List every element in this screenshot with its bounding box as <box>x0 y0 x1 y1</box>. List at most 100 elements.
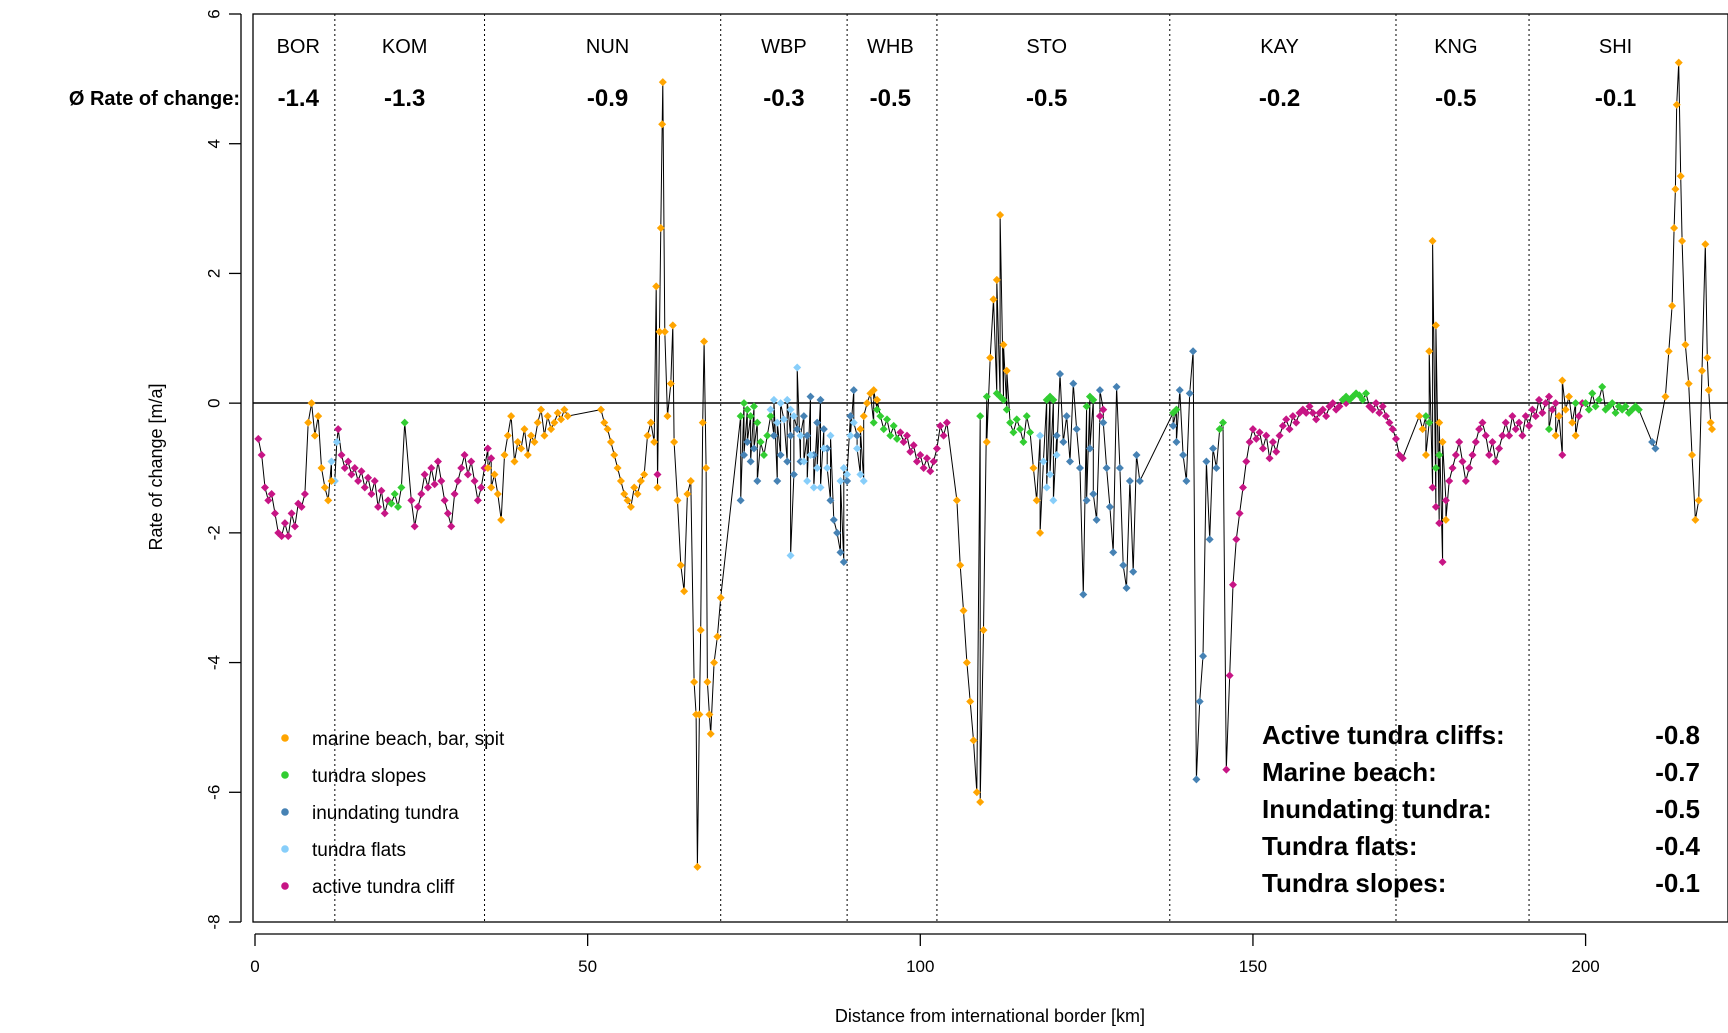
point-active-tundra-cliff <box>267 489 276 498</box>
summary-label: Tundra slopes: <box>1262 868 1446 898</box>
point-marine-beach-bar-spit <box>676 561 685 570</box>
point-marine-beach-bar-spit <box>693 862 702 871</box>
point-tundra-flats <box>1052 451 1061 460</box>
point-inundating-tundra <box>1109 548 1118 557</box>
point-active-tundra-cliff <box>357 467 366 476</box>
point-marine-beach-bar-spit <box>966 697 975 706</box>
point-inundating-tundra <box>1185 389 1194 398</box>
point-tundra-slopes <box>869 418 878 427</box>
point-tundra-flats <box>839 464 848 472</box>
point-marine-beach-bar-spit <box>863 399 872 408</box>
point-inundating-tundra <box>826 496 835 505</box>
point-marine-beach-bar-spit <box>1002 366 1011 375</box>
point-tundra-flats <box>783 395 792 404</box>
point-active-tundra-cliff <box>1278 421 1287 430</box>
point-tundra-flats <box>846 431 855 440</box>
point-inundating-tundra <box>1195 697 1204 706</box>
point-inundating-tundra <box>1079 590 1088 599</box>
point-inundating-tundra <box>813 418 822 427</box>
summary-label: Inundating tundra: <box>1262 794 1492 824</box>
point-tundra-flats <box>853 444 862 453</box>
point-marine-beach-bar-spit <box>972 788 981 797</box>
segment-code-sto: STO <box>1026 36 1067 58</box>
point-marine-beach-bar-spit <box>640 470 649 479</box>
segment-code-bor: BOR <box>277 36 320 58</box>
point-active-tundra-cliff <box>1255 428 1264 437</box>
x-tick-label: 50 <box>578 957 597 976</box>
point-tundra-slopes <box>397 483 406 492</box>
point-inundating-tundra <box>1119 561 1128 570</box>
point-active-tundra-cliff <box>1375 408 1384 417</box>
point-marine-beach-bar-spit <box>307 399 316 408</box>
point-tundra-flats <box>779 415 788 424</box>
point-marine-beach-bar-spit <box>310 431 319 440</box>
point-active-tundra-cliff <box>1248 425 1257 434</box>
point-inundating-tundra <box>1092 515 1101 524</box>
x-tick-label: 200 <box>1571 957 1599 976</box>
summary-value: -0.8 <box>1655 720 1700 750</box>
legend-swatch <box>281 808 289 816</box>
point-inundating-tundra <box>783 457 792 466</box>
point-inundating-tundra <box>803 431 812 440</box>
point-active-tundra-cliff <box>1521 412 1530 421</box>
point-tundra-slopes <box>893 434 902 443</box>
point-marine-beach-bar-spit <box>557 415 566 424</box>
point-tundra-slopes <box>1594 395 1603 404</box>
point-marine-beach-bar-spit <box>1681 340 1690 349</box>
y-tick-label: -4 <box>204 655 223 670</box>
legend-label: tundra slopes <box>312 766 426 787</box>
point-marine-beach-bar-spit <box>643 431 652 440</box>
point-tundra-slopes <box>1588 389 1597 398</box>
point-marine-beach-bar-spit <box>563 412 572 421</box>
point-inundating-tundra <box>833 528 842 537</box>
point-active-tundra-cliff <box>1445 476 1454 485</box>
point-inundating-tundra <box>1209 444 1218 453</box>
point-active-tundra-cliff <box>1308 408 1317 417</box>
point-marine-beach-bar-spit <box>633 489 642 498</box>
point-inundating-tundra <box>1062 412 1071 421</box>
x-tick-label: 150 <box>1239 957 1267 976</box>
point-active-tundra-cliff <box>344 457 353 466</box>
segment-code-whb: WHB <box>867 36 914 58</box>
point-marine-beach-bar-spit <box>550 418 559 427</box>
point-marine-beach-bar-spit <box>1672 100 1681 109</box>
point-tundra-slopes <box>886 431 895 440</box>
point-active-tundra-cliff <box>453 476 462 485</box>
point-marine-beach-bar-spit <box>698 418 707 427</box>
point-active-tundra-cliff <box>340 464 349 472</box>
point-inundating-tundra <box>1169 421 1178 430</box>
point-active-tundra-cliff <box>380 509 389 518</box>
segment-rate-kom: -1.3 <box>384 85 425 112</box>
point-marine-beach-bar-spit <box>1428 237 1437 245</box>
point-marine-beach-bar-spit <box>976 798 985 807</box>
point-inundating-tundra <box>1099 418 1108 427</box>
point-tundra-slopes <box>387 499 396 508</box>
point-tundra-slopes <box>976 412 985 421</box>
segment-labels: BOR -1.4 KOM -1.3 NUN -0.9 WBP -0.3 WHB -0.5 STO -0… <box>277 36 1637 112</box>
point-marine-beach-bar-spit <box>1678 237 1687 245</box>
point-marine-beach-bar-spit <box>1032 496 1041 505</box>
point-active-tundra-cliff <box>1268 438 1277 447</box>
point-tundra-slopes <box>1009 428 1018 437</box>
point-active-tundra-cliff <box>1265 454 1274 463</box>
segment-rate-kay: -0.2 <box>1259 85 1300 112</box>
summary-value: -0.4 <box>1655 831 1700 861</box>
point-marine-beach-bar-spit <box>873 395 882 404</box>
point-marine-beach-bar-spit <box>686 476 695 485</box>
point-marine-beach-bar-spit <box>652 282 661 291</box>
point-active-tundra-cliff <box>460 451 469 460</box>
point-tundra-flats <box>1036 431 1045 440</box>
plot-frame <box>252 13 1728 923</box>
point-marine-beach-bar-spit <box>690 678 699 687</box>
point-inundating-tundra <box>819 425 828 434</box>
point-tundra-slopes <box>756 438 765 447</box>
point-tundra-slopes <box>1172 405 1181 414</box>
point-marine-beach-bar-spit <box>716 593 725 602</box>
point-marine-beach-bar-spit <box>1661 392 1670 401</box>
point-active-tundra-cliff <box>1328 399 1337 408</box>
point-tundra-flats <box>799 457 808 466</box>
point-active-tundra-cliff <box>1441 496 1450 505</box>
point-inundating-tundra <box>1056 369 1065 378</box>
segment-boundaries <box>334 14 1530 922</box>
